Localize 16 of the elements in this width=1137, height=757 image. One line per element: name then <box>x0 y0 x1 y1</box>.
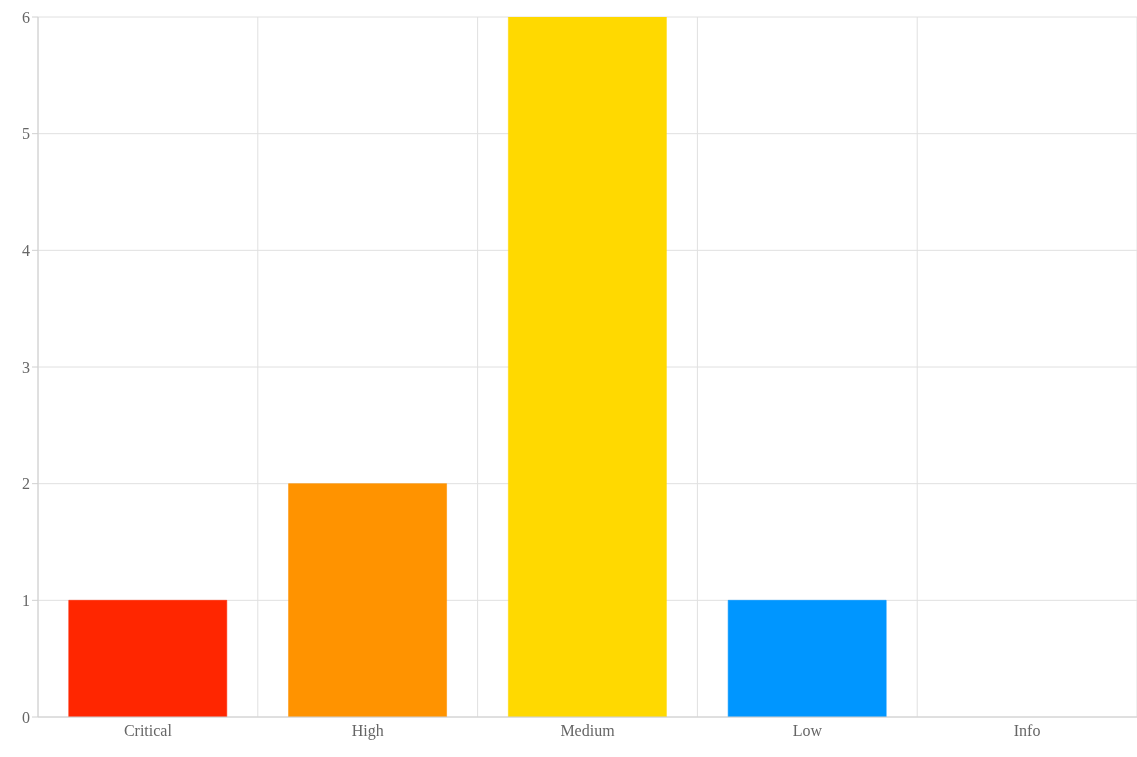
bar <box>727 599 887 717</box>
x-tick-label: Info <box>1013 722 1041 740</box>
y-tick-label: 6 <box>22 8 30 26</box>
y-tick-label: 5 <box>22 125 30 143</box>
x-tick-label: Low <box>792 722 823 740</box>
y-tick-label: 4 <box>22 242 30 260</box>
y-tick-label: 0 <box>22 708 30 726</box>
y-tick-label: 1 <box>22 592 30 610</box>
bar <box>507 17 667 717</box>
bar <box>68 599 228 717</box>
y-tick-label: 3 <box>22 358 30 376</box>
x-tick-label: Medium <box>560 722 616 740</box>
x-tick-label: High <box>351 722 384 741</box>
y-tick-label: 2 <box>22 475 30 493</box>
bar <box>288 483 448 717</box>
x-tick-label: Critical <box>123 722 173 740</box>
